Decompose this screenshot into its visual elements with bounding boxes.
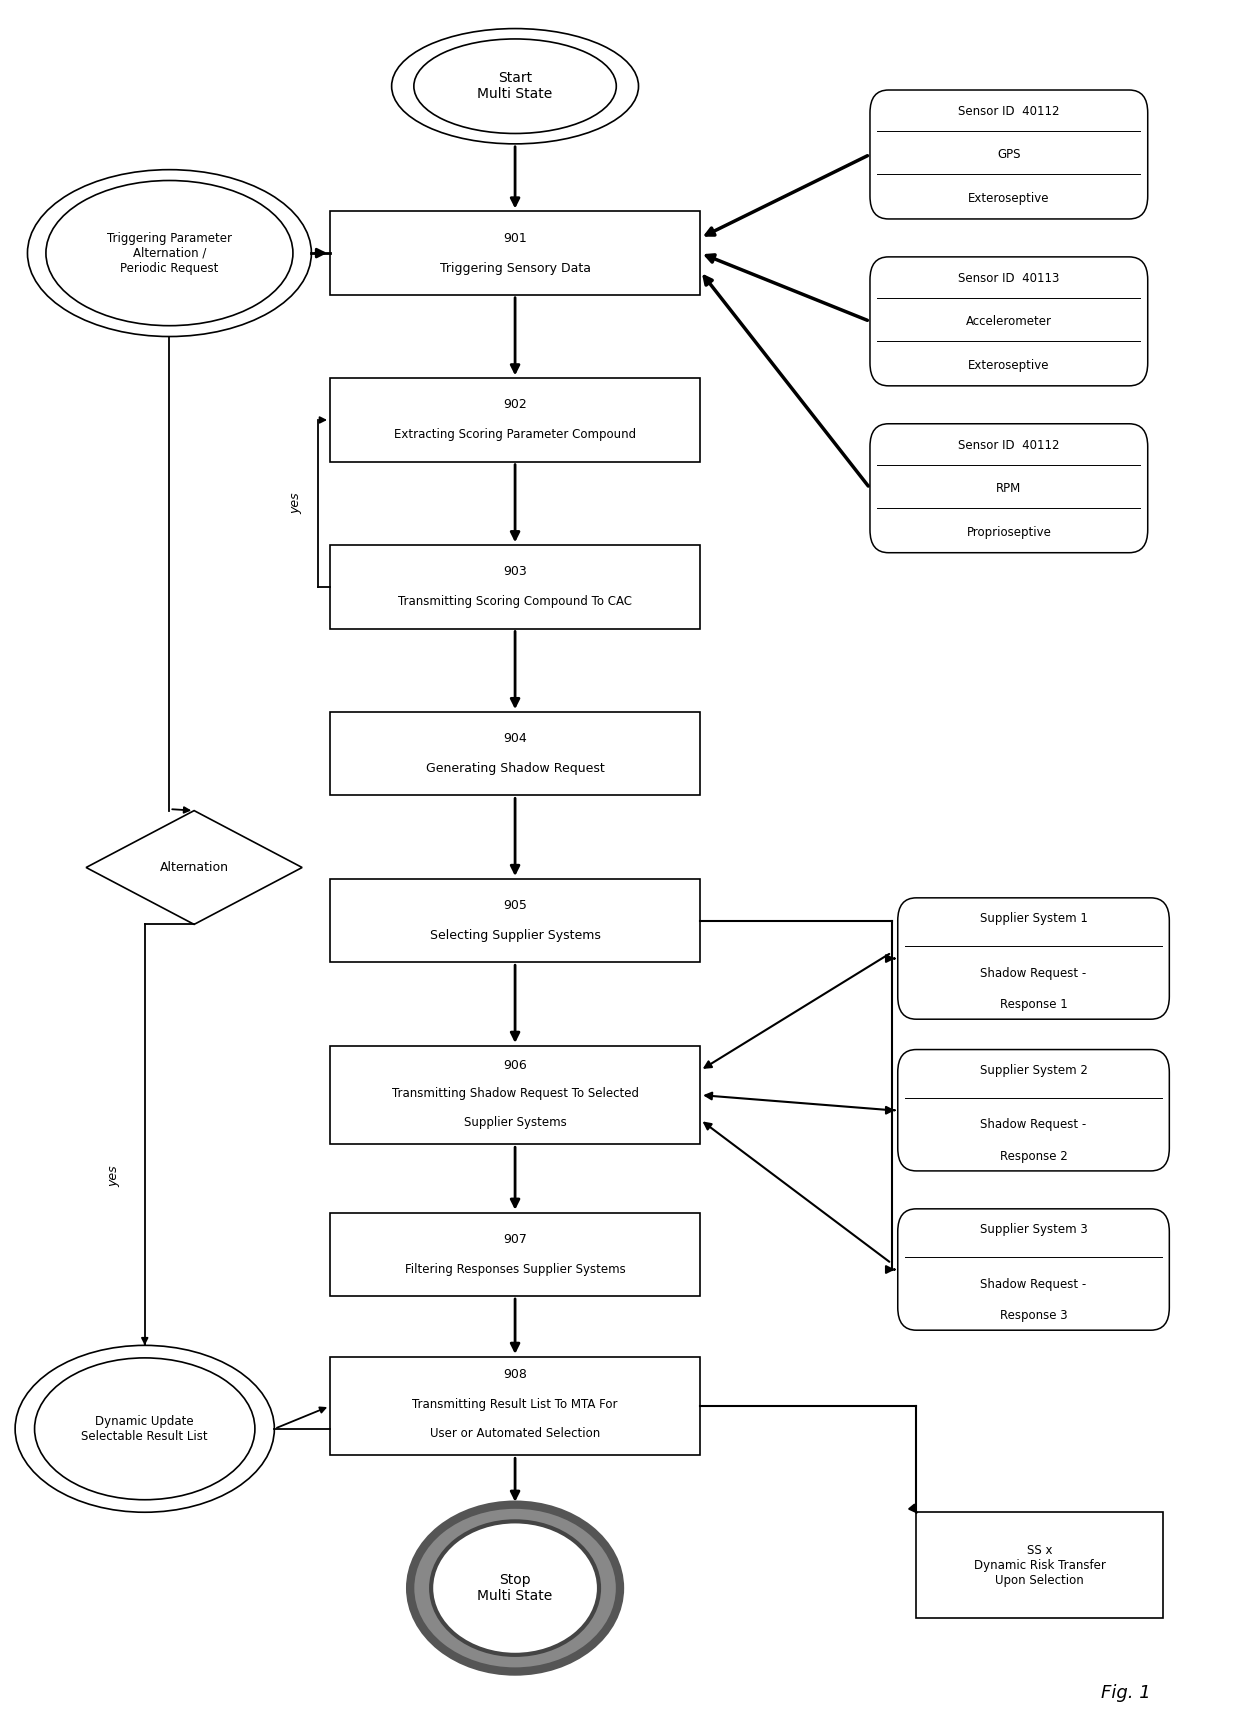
Polygon shape xyxy=(86,810,303,925)
Text: Sensor ID  40112: Sensor ID 40112 xyxy=(959,106,1060,118)
Bar xyxy=(330,880,701,963)
Bar xyxy=(330,711,701,795)
Text: Supplier Systems: Supplier Systems xyxy=(464,1116,567,1129)
Text: Response 3: Response 3 xyxy=(999,1310,1068,1322)
Text: 907: 907 xyxy=(503,1234,527,1246)
Text: 908: 908 xyxy=(503,1367,527,1381)
Text: Shadow Request -: Shadow Request - xyxy=(981,1277,1086,1291)
Ellipse shape xyxy=(410,1504,620,1671)
FancyBboxPatch shape xyxy=(870,257,1148,385)
Text: Exteroseptive: Exteroseptive xyxy=(968,359,1049,371)
Text: SS x
Dynamic Risk Transfer
Upon Selection: SS x Dynamic Risk Transfer Upon Selectio… xyxy=(973,1544,1106,1588)
FancyBboxPatch shape xyxy=(898,1209,1169,1331)
Bar xyxy=(330,378,701,462)
Text: Supplier System 2: Supplier System 2 xyxy=(980,1064,1087,1077)
Bar xyxy=(330,1213,701,1296)
Text: Triggering Sensory Data: Triggering Sensory Data xyxy=(439,262,590,274)
Text: 906: 906 xyxy=(503,1058,527,1072)
Text: Supplier System 3: Supplier System 3 xyxy=(980,1223,1087,1235)
FancyBboxPatch shape xyxy=(870,423,1148,553)
FancyBboxPatch shape xyxy=(898,897,1169,1018)
Text: 905: 905 xyxy=(503,899,527,913)
Text: Fig. 1: Fig. 1 xyxy=(1101,1685,1151,1702)
Text: Supplier System 1: Supplier System 1 xyxy=(980,913,1087,925)
Text: Transmitting Result List To MTA For: Transmitting Result List To MTA For xyxy=(413,1398,618,1411)
Bar xyxy=(330,212,701,295)
Bar xyxy=(916,1513,1163,1619)
Text: Start
Multi State: Start Multi State xyxy=(477,71,553,101)
Text: Extracting Scoring Parameter Compound: Extracting Scoring Parameter Compound xyxy=(394,429,636,441)
FancyBboxPatch shape xyxy=(870,90,1148,219)
Text: Filtering Responses Supplier Systems: Filtering Responses Supplier Systems xyxy=(404,1263,625,1275)
Text: yes: yes xyxy=(108,1166,120,1187)
Text: Response 2: Response 2 xyxy=(999,1150,1068,1162)
Text: Transmitting Scoring Compound To CAC: Transmitting Scoring Compound To CAC xyxy=(398,595,632,609)
Text: yes: yes xyxy=(289,493,301,514)
Text: 903: 903 xyxy=(503,566,527,578)
Text: Triggering Parameter
Alternation /
Periodic Request: Triggering Parameter Alternation / Perio… xyxy=(107,231,232,274)
Text: Stop
Multi State: Stop Multi State xyxy=(477,1574,553,1603)
Bar xyxy=(330,545,701,628)
Text: Shadow Request -: Shadow Request - xyxy=(981,966,1086,980)
Text: Proprioseptive: Proprioseptive xyxy=(966,526,1052,538)
Bar xyxy=(330,1046,701,1145)
Bar xyxy=(330,1357,701,1456)
Text: User or Automated Selection: User or Automated Selection xyxy=(430,1428,600,1440)
Text: Response 1: Response 1 xyxy=(999,998,1068,1012)
Text: RPM: RPM xyxy=(996,482,1022,494)
Text: GPS: GPS xyxy=(997,147,1021,161)
Text: Selecting Supplier Systems: Selecting Supplier Systems xyxy=(429,930,600,942)
Text: Transmitting Shadow Request To Selected: Transmitting Shadow Request To Selected xyxy=(392,1086,639,1100)
Text: Dynamic Update
Selectable Result List: Dynamic Update Selectable Result List xyxy=(82,1414,208,1444)
Text: 902: 902 xyxy=(503,399,527,411)
Text: Accelerometer: Accelerometer xyxy=(966,314,1052,328)
Text: Generating Shadow Request: Generating Shadow Request xyxy=(425,762,604,776)
Text: Shadow Request -: Shadow Request - xyxy=(981,1119,1086,1131)
Text: Alternation: Alternation xyxy=(160,861,228,874)
Text: Sensor ID  40113: Sensor ID 40113 xyxy=(959,272,1059,285)
FancyBboxPatch shape xyxy=(898,1050,1169,1171)
Text: 901: 901 xyxy=(503,231,527,245)
Text: Sensor ID  40112: Sensor ID 40112 xyxy=(959,439,1060,453)
Text: Exteroseptive: Exteroseptive xyxy=(968,193,1049,205)
Ellipse shape xyxy=(432,1522,599,1655)
Text: 904: 904 xyxy=(503,732,527,746)
